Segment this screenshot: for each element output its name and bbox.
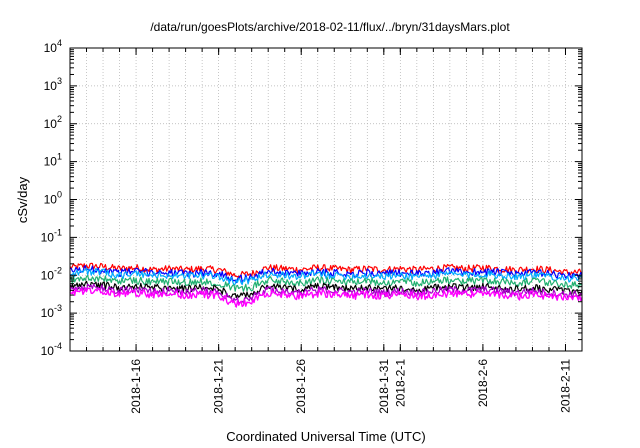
y-tick-label: 102 bbox=[44, 114, 62, 131]
series-line-6 bbox=[69, 283, 583, 304]
y-tick-label: 101 bbox=[44, 152, 62, 169]
series-line-2 bbox=[69, 265, 583, 284]
y-tick-label: 100 bbox=[44, 190, 62, 207]
series-line-3 bbox=[69, 267, 583, 286]
x-tick-label: 2018-2-1 bbox=[393, 359, 407, 407]
grid-lines bbox=[70, 48, 582, 351]
y-tick-label: 104 bbox=[44, 38, 62, 55]
y-tick-label: 10-4 bbox=[41, 341, 62, 358]
series-line-7 bbox=[69, 287, 583, 308]
chart-title: /data/run/goesPlots/archive/2018-02-11/f… bbox=[150, 20, 510, 34]
data-series bbox=[69, 262, 583, 308]
y-axis-label: cSv/day bbox=[15, 176, 30, 223]
y-tick-label: 10-3 bbox=[41, 303, 62, 320]
x-axis-label: Coordinated Universal Time (UTC) bbox=[226, 429, 425, 444]
y-tick-label: 10-2 bbox=[41, 265, 62, 282]
x-tick-label: 2018-1-31 bbox=[377, 359, 391, 414]
x-tick-label: 2018-2-11 bbox=[558, 359, 572, 413]
x-tick-label: 2018-1-26 bbox=[294, 359, 308, 414]
y-tick-label: 10-1 bbox=[41, 227, 62, 244]
axis-ticks: 10-4 10-3 10-2 10-1 100 101 102 103 104 2018-1-16… bbox=[41, 38, 582, 414]
x-tick-label: 2018-1-16 bbox=[129, 359, 143, 414]
x-tick-label: 2018-2-6 bbox=[476, 359, 490, 407]
y-tick-label: 103 bbox=[44, 76, 62, 93]
series-line-4 bbox=[69, 275, 583, 292]
x-tick-label: 2018-1-21 bbox=[212, 359, 226, 414]
